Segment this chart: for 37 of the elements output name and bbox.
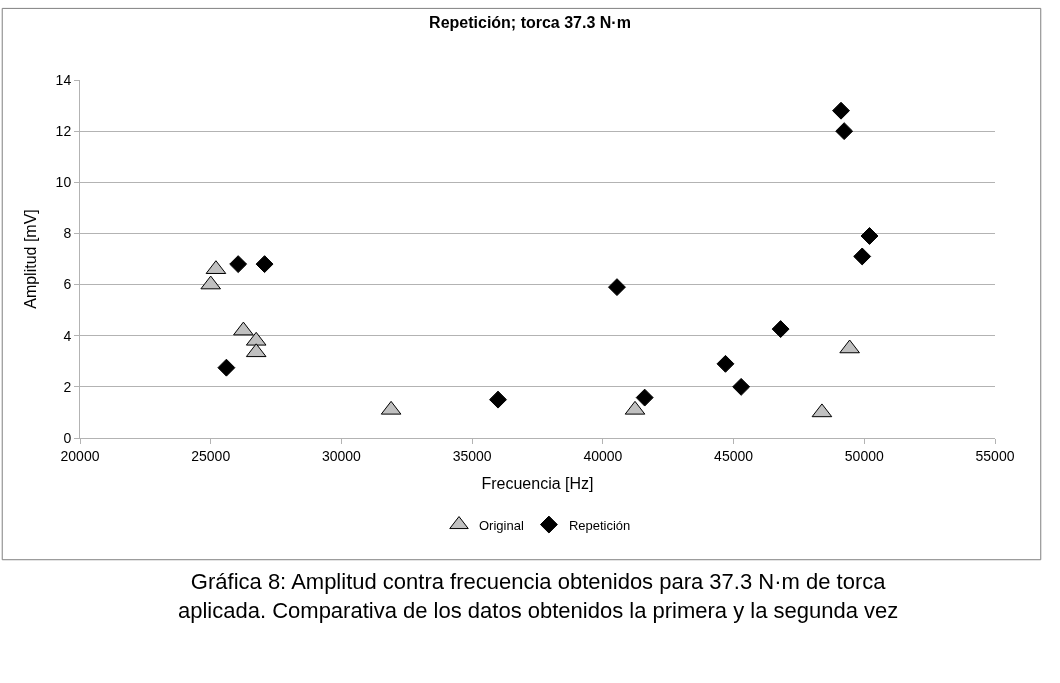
y-tick-label: 6 <box>63 276 72 293</box>
point <box>771 320 790 339</box>
x-tick-label: 50000 <box>844 447 884 464</box>
y-tick-label: 12 <box>55 123 72 140</box>
chart-title: Repetición; torca 37.3 N·m <box>429 14 631 32</box>
y-tick-label: 14 <box>55 71 72 88</box>
y-tick-label: 2 <box>63 378 72 395</box>
point <box>860 227 879 245</box>
y-axis-title: Amplitud [mV] <box>21 209 39 309</box>
point <box>835 122 854 141</box>
point <box>839 339 860 354</box>
point <box>217 358 236 377</box>
point <box>489 390 507 409</box>
x-axis-title: Frecuencia [Hz] <box>481 475 594 493</box>
x-tick-label: 40000 <box>583 447 623 464</box>
text: Gráfica 8: Amplitud contra frecuencia obtenidos para 37.3 N·m de torca aplicada. Comparativa de los datos obtenidos la primera y la segunda vez <box>178 569 899 623</box>
point <box>608 278 626 297</box>
legend-label: Repetición <box>568 517 631 533</box>
x-tick-label: 20000 <box>60 447 100 464</box>
y-tick-label: 4 <box>63 327 72 344</box>
point <box>635 388 654 407</box>
y-tick-label: 0 <box>63 429 72 446</box>
x-tick-label: 25000 <box>191 447 231 464</box>
x-tick-label: 45000 <box>714 447 754 464</box>
point <box>853 247 872 266</box>
point <box>832 101 850 120</box>
point <box>233 321 254 336</box>
y-tick-label: 8 <box>63 225 72 242</box>
point <box>229 255 248 274</box>
x-tick-label: 55000 <box>975 447 1015 464</box>
y-tick-label: 10 <box>55 174 72 191</box>
point <box>716 354 735 373</box>
point <box>255 255 274 274</box>
point <box>732 377 751 396</box>
x-tick-label: 30000 <box>321 447 362 464</box>
legend-label: Original <box>479 517 524 533</box>
x-tick-label: 35000 <box>452 447 492 464</box>
